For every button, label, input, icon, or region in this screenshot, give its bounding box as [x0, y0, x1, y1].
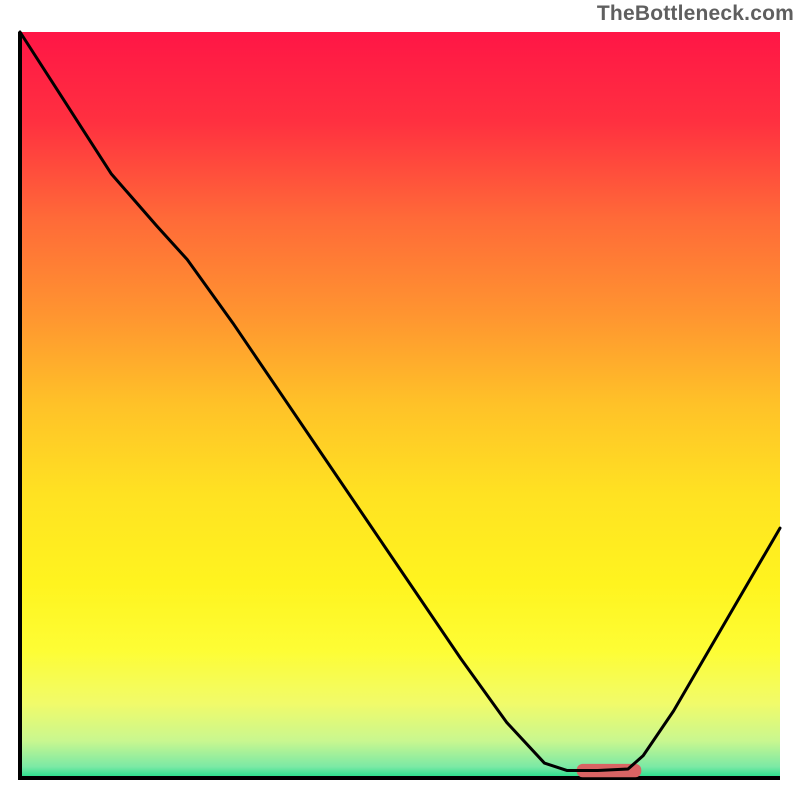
- chart-container: TheBottleneck.com: [0, 0, 800, 800]
- chart-background: [20, 32, 780, 778]
- bottleneck-chart: [0, 0, 800, 800]
